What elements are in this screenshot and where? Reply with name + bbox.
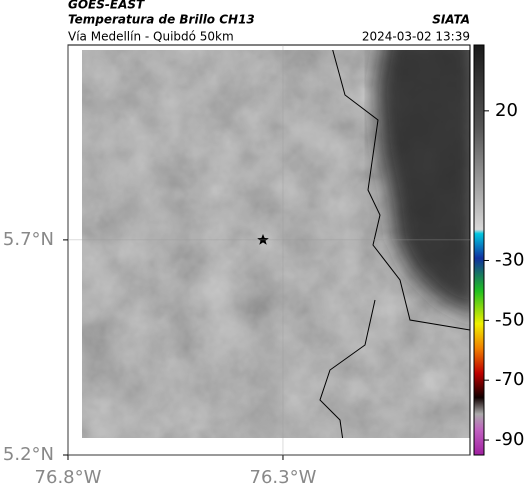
boundary-line: [319, 50, 470, 438]
satellite-image: [82, 50, 470, 438]
y-tick-label: 5.7°N: [3, 229, 54, 250]
region: Vía Medellín - Quibdó 50km: [68, 30, 234, 44]
colorbar-tick-label: -90: [495, 429, 524, 450]
y-tick-label: 5.2°N: [3, 444, 54, 465]
x-tick-label: 76.3°W: [250, 467, 317, 488]
location-marker: [257, 234, 269, 245]
colorbar-tick-label: -50: [495, 309, 524, 330]
title: GOES-EAST: [68, 0, 145, 12]
colorbar: [473, 44, 485, 456]
source: SIATA: [432, 13, 470, 27]
timestamp: 2024-03-02 13:39: [362, 30, 470, 44]
colorbar-tick-label: -30: [495, 249, 524, 270]
colorbar-tick-label: -70: [495, 369, 524, 390]
subtitle: Temperatura de Brillo CH13: [68, 13, 255, 27]
colorbar-tick-label: 20: [495, 100, 518, 121]
x-tick-label: 76.8°W: [35, 467, 102, 488]
